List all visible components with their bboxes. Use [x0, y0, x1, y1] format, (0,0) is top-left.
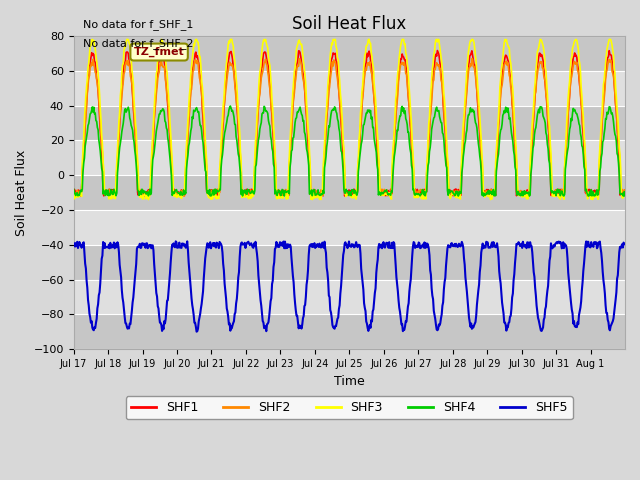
- SHF1: [407, 128, 415, 133]
- SHF1: [263, 58, 271, 64]
- Bar: [74, 245, 625, 280]
- SHF3: [285, 154, 293, 160]
- SHF3: [408, 121, 415, 127]
- X-axis label: Time: Time: [334, 374, 365, 387]
- SHF1: [433, 48, 441, 53]
- SHF1: [438, 84, 446, 90]
- Bar: [74, 314, 625, 349]
- SHF5: [70, 240, 77, 246]
- Bar: [74, 36, 625, 71]
- SHF3: [237, 158, 245, 164]
- SHF5: [285, 244, 293, 250]
- SHF2: [621, 188, 629, 193]
- Line: SHF3: SHF3: [74, 39, 625, 200]
- Bar: [74, 106, 625, 140]
- SHF2: [296, 56, 303, 61]
- SHF4: [264, 110, 271, 116]
- SHF3: [145, 197, 152, 203]
- Text: No data for f_SHF_2: No data for f_SHF_2: [83, 38, 194, 49]
- Y-axis label: Soil Heat Flux: Soil Heat Flux: [15, 149, 28, 236]
- SHF3: [135, 192, 143, 197]
- Bar: [74, 175, 625, 210]
- SHF2: [134, 187, 142, 193]
- SHF2: [438, 86, 446, 92]
- Bar: [74, 140, 625, 175]
- SHF2: [264, 69, 271, 75]
- SHF4: [227, 103, 234, 109]
- SHF4: [438, 120, 445, 126]
- Line: SHF4: SHF4: [74, 106, 625, 196]
- SHF5: [438, 303, 446, 309]
- SHF3: [88, 36, 96, 42]
- SHF2: [408, 138, 415, 144]
- SHF3: [438, 67, 446, 72]
- SHF4: [237, 170, 244, 176]
- Bar: [74, 71, 625, 106]
- SHF2: [180, 193, 188, 199]
- Line: SHF1: SHF1: [74, 50, 625, 196]
- SHF1: [621, 187, 629, 193]
- SHF3: [264, 54, 272, 60]
- SHF5: [621, 241, 629, 247]
- SHF5: [237, 240, 245, 246]
- SHF3: [621, 191, 629, 197]
- SHF2: [285, 192, 292, 198]
- SHF5: [184, 239, 191, 244]
- Bar: [74, 280, 625, 314]
- SHF4: [621, 193, 629, 199]
- SHF1: [70, 191, 77, 196]
- Title: Soil Heat Flux: Soil Heat Flux: [292, 15, 406, 33]
- SHF4: [479, 193, 487, 199]
- Text: TZ_fmet: TZ_fmet: [134, 47, 184, 57]
- SHF2: [237, 155, 244, 161]
- SHF2: [70, 192, 77, 198]
- Text: No data for f_SHF_1: No data for f_SHF_1: [83, 19, 193, 30]
- SHF5: [264, 319, 272, 325]
- Line: SHF5: SHF5: [74, 241, 625, 332]
- SHF1: [284, 189, 292, 195]
- SHF5: [134, 244, 142, 250]
- Bar: [74, 210, 625, 245]
- SHF4: [407, 150, 415, 156]
- SHF1: [236, 153, 244, 158]
- SHF5: [408, 265, 415, 271]
- SHF1: [308, 193, 316, 199]
- SHF1: [134, 192, 142, 198]
- Legend: SHF1, SHF2, SHF3, SHF4, SHF5: SHF1, SHF2, SHF3, SHF4, SHF5: [126, 396, 573, 420]
- SHF3: [70, 191, 77, 197]
- Line: SHF2: SHF2: [74, 59, 625, 196]
- SHF4: [134, 189, 142, 194]
- SHF4: [285, 188, 292, 194]
- SHF4: [70, 186, 77, 192]
- SHF5: [193, 329, 200, 335]
